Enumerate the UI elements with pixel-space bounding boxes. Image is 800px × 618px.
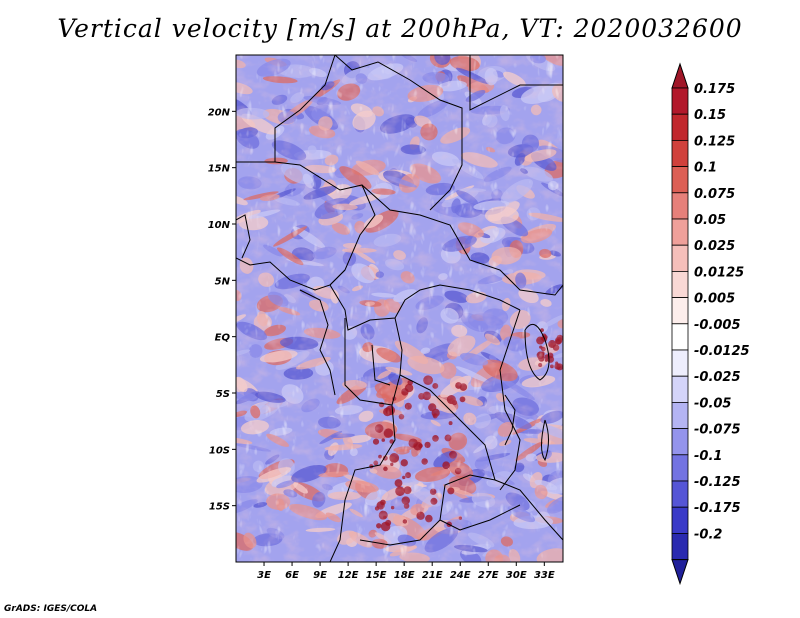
colorbar-swatch — [671, 87, 689, 115]
y-tick-label: 15N — [208, 164, 231, 175]
colorbar-extend-bottom — [671, 559, 689, 586]
colorbar-label: 0.175 — [694, 82, 735, 97]
y-tick-label: 5S — [216, 389, 230, 400]
colorbar-label: -0.025 — [694, 370, 741, 385]
grads-credit: GrADS: IGES/COLA — [4, 604, 98, 614]
y-tick-label: EQ — [215, 333, 231, 344]
x-tick-label: 27E — [478, 570, 499, 581]
chart-title: Vertical velocity [m/s] at 200hPa, VT: 2… — [57, 14, 743, 43]
y-tick-label: 5N — [215, 276, 231, 287]
x-tick-label: 9E — [313, 570, 327, 581]
colorbar-label: -0.2 — [694, 527, 722, 542]
colorbar-swatch — [671, 166, 689, 194]
colorbar-extend-top — [671, 62, 689, 89]
colorbar-label: -0.0125 — [694, 344, 750, 359]
colorbar-label: -0.125 — [694, 475, 741, 490]
y-tick-label: 15S — [209, 502, 230, 513]
colorbar-swatch — [671, 375, 689, 403]
x-tick-label: 18E — [394, 570, 415, 581]
colorbar-label: 0.15 — [694, 108, 726, 123]
colorbar-label: -0.075 — [694, 423, 741, 438]
colorbar-swatch — [671, 113, 689, 141]
colorbar-label: 0.1 — [694, 161, 717, 176]
x-tick-label: 6E — [285, 570, 299, 581]
colorbar-label: -0.1 — [694, 449, 722, 464]
colorbar-label: 0.125 — [694, 134, 735, 149]
x-tick-label: 24E — [450, 570, 471, 581]
x-tick-label: 15E — [366, 570, 387, 581]
y-tick-label: 20N — [208, 107, 231, 118]
colorbar-swatch — [671, 323, 689, 351]
colorbar-swatch — [671, 139, 689, 167]
colorbar-label: 0.025 — [694, 239, 735, 254]
colorbar-label: 0.075 — [694, 187, 735, 202]
y-axis: 20N 15N 10N 5N EQ 5S 10S 15S — [208, 107, 236, 513]
colorbar-label: 0.05 — [694, 213, 726, 228]
velocity-field — [236, 55, 563, 562]
colorbar-swatch — [671, 244, 689, 272]
x-tick-label: 21E — [422, 570, 443, 581]
y-tick-label: 10N — [208, 220, 231, 231]
x-axis: 3E 6E 9E 12E 15E 18E 21E 24E 27E 30E 33E — [257, 562, 555, 581]
colorbar-swatch — [671, 401, 689, 429]
colorbar-label: -0.05 — [694, 396, 731, 411]
colorbar-swatch — [671, 192, 689, 220]
colorbar-label: 0.005 — [694, 292, 735, 307]
map-frame — [235, 54, 564, 563]
colorbar-swatch — [671, 218, 689, 246]
colorbar-swatch — [671, 533, 689, 561]
y-tick-label: 10S — [209, 445, 230, 456]
colorbar-swatch — [671, 349, 689, 377]
colorbar-label: -0.005 — [694, 318, 741, 333]
colorbar-swatch — [671, 506, 689, 534]
colorbar: 0.175 0.15 0.125 0.1 0.075 0.05 0.025 0.0125 0.0… — [671, 62, 750, 586]
colorbar-swatch — [671, 297, 689, 325]
colorbar-label: 0.0125 — [694, 265, 744, 280]
x-tick-label: 33E — [534, 570, 555, 581]
x-tick-label: 12E — [338, 570, 359, 581]
colorbar-swatch — [671, 454, 689, 482]
x-tick-label: 3E — [257, 570, 271, 581]
colorbar-swatch — [671, 480, 689, 508]
colorbar-swatch — [671, 428, 689, 456]
colorbar-label: -0.175 — [694, 501, 741, 516]
x-tick-label: 30E — [506, 570, 527, 581]
colorbar-swatch — [671, 270, 689, 298]
